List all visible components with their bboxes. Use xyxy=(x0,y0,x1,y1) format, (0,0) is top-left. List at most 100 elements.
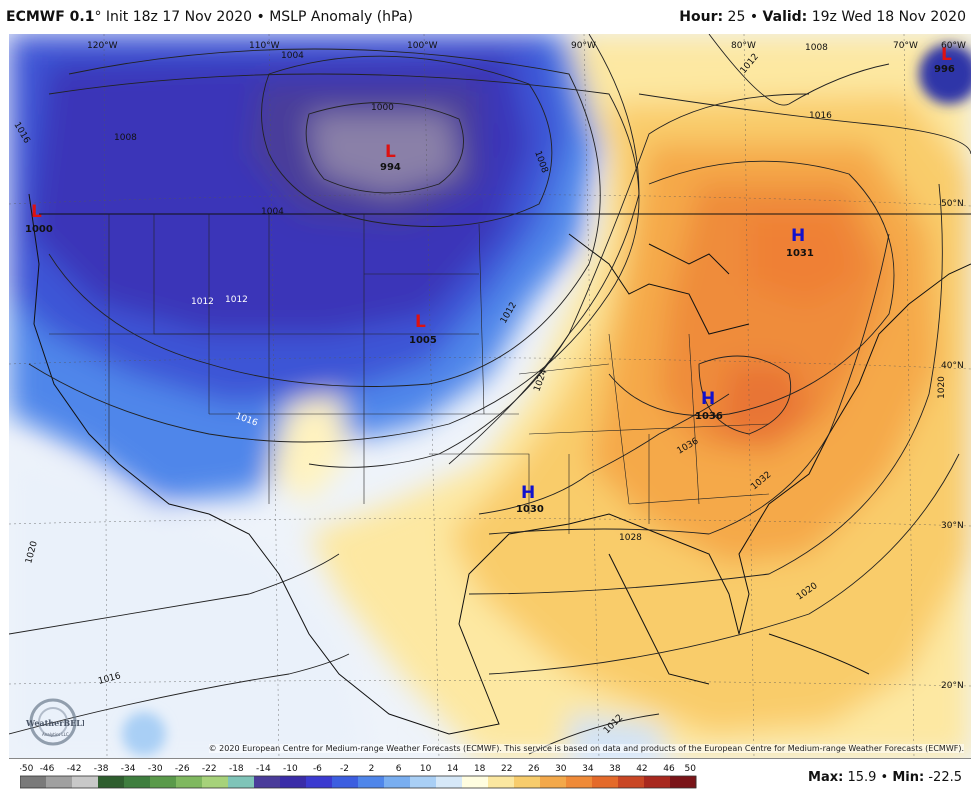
valid-info: Hour: 25 • Valid: 19z Wed 18 Nov 2020 xyxy=(679,9,966,25)
colorbar-swatch xyxy=(566,776,593,788)
isobar-label: 1008 xyxy=(114,133,137,143)
low-center[interactable]: L 994 xyxy=(380,142,401,173)
degree-sign: ° xyxy=(94,9,102,25)
colorbar-swatch xyxy=(332,776,359,788)
low-center[interactable]: L 1000 xyxy=(25,202,53,235)
header-bullet-2: • xyxy=(749,9,759,25)
isobar-lines xyxy=(9,34,971,755)
isobar-label: 1008 xyxy=(805,43,828,53)
colorbar-tick-label: 30 xyxy=(555,764,567,774)
map-canvas: 1004 1000 1008 1012 1016 1024 1028 1032 … xyxy=(9,34,971,758)
product-name: MSLP Anomaly (hPa) xyxy=(269,9,413,25)
colorbar-tick-label: 26 xyxy=(528,764,540,774)
high-center[interactable]: H 1036 xyxy=(695,389,723,422)
center-value: 1036 xyxy=(695,411,723,422)
copyright-notice: © 2020 European Centre for Medium-range … xyxy=(208,744,964,753)
lon-label: 80°W xyxy=(731,41,756,51)
weather-map[interactable]: 1004 1000 1008 1012 1016 1024 1028 1032 … xyxy=(9,34,971,759)
colorbar-swatch xyxy=(462,776,489,788)
colorbar-swatch xyxy=(384,776,411,788)
high-center[interactable]: H 1030 xyxy=(516,483,544,515)
lon-label: 90°W xyxy=(571,41,596,51)
low-marker: L xyxy=(31,202,42,222)
hour-value: 25 xyxy=(727,9,746,25)
low-center[interactable]: L 1005 xyxy=(409,312,437,346)
valid-label: Valid: xyxy=(762,9,808,25)
colorbar-tick-label: -14 xyxy=(256,764,271,774)
colorbar-swatch xyxy=(618,776,645,788)
center-value: 1005 xyxy=(409,335,437,346)
colorbar-graphic: -50 -46 -42 -38 -34 -30 -26 -22 -18 -14 -10 -6 -2 2 6 1… xyxy=(19,764,697,789)
center-value: 994 xyxy=(380,162,401,173)
logo-text: WeatherBELL xyxy=(25,718,84,728)
isobar-label: 1016 xyxy=(809,111,832,121)
high-marker: H xyxy=(701,389,715,409)
colorbar-swatch xyxy=(176,776,203,788)
graticule-labels: 120°W 110°W 100°W 90°W 80°W 70°W 60°W 50… xyxy=(87,41,966,691)
colorbar-swatch xyxy=(202,776,229,788)
colorbar-swatch xyxy=(98,776,125,788)
colorbar-swatch xyxy=(540,776,567,788)
colorbar-tick-label: -42 xyxy=(67,764,82,774)
colorbar-border xyxy=(19,775,697,789)
colorbar-swatch xyxy=(254,776,281,788)
colorbar-tick-label: 18 xyxy=(474,764,486,774)
colorbar-swatch xyxy=(280,776,307,788)
min-value: -22.5 xyxy=(928,770,962,785)
min-label: Min: xyxy=(892,770,925,785)
colorbar-swatch xyxy=(358,776,385,788)
colorbar-tick-label: -10 xyxy=(283,764,298,774)
colorbar-tick-label: 46 xyxy=(663,764,675,774)
high-marker: H xyxy=(791,226,805,246)
isobar-label: 1028 xyxy=(619,533,642,543)
init-time: Init 18z 17 Nov 2020 xyxy=(105,9,253,25)
colorbar-tick-label: -38 xyxy=(94,764,109,774)
anomaly-field xyxy=(9,34,971,758)
colorbar-tick-label: -18 xyxy=(229,764,244,774)
colorbar-swatch xyxy=(670,776,697,788)
lat-label: 40°N xyxy=(941,361,964,371)
isobar-label: 1004 xyxy=(261,207,284,217)
lat-label: 20°N xyxy=(941,681,964,691)
low-center[interactable]: L 996 xyxy=(934,45,955,75)
colorbar-swatch xyxy=(488,776,515,788)
colorbar-tick-label: -26 xyxy=(175,764,190,774)
model-name: ECMWF 0.1 xyxy=(6,9,95,25)
center-value: 1000 xyxy=(25,224,53,235)
colorbar-tick-label: 42 xyxy=(636,764,647,774)
colorbar-swatch xyxy=(514,776,541,788)
colorbar-tick-label: 38 xyxy=(609,764,621,774)
logo-subtext: Analytics LLC xyxy=(42,732,69,737)
colorbar-tick-label: -6 xyxy=(313,764,322,774)
isobar-label: 1012 xyxy=(191,297,214,307)
header-bar: ECMWF 0.1° Init 18z 17 Nov 2020 • MSLP A… xyxy=(0,0,980,34)
colorbar-swatch xyxy=(150,776,177,788)
lat-label: 50°N xyxy=(941,199,964,209)
colorbar-swatch xyxy=(410,776,437,788)
colorbar-tick-label: 14 xyxy=(447,764,459,774)
weatherbell-logo: WeatherBELL Analytics LLC xyxy=(22,696,88,748)
colorbar-swatch xyxy=(72,776,99,788)
colorbar-swatch xyxy=(436,776,463,788)
colorbar-tick-label: -22 xyxy=(202,764,217,774)
colorbar-tick-label: 6 xyxy=(396,764,402,774)
graticule xyxy=(9,34,971,758)
center-value: 1030 xyxy=(516,504,544,515)
colorbar-swatch xyxy=(592,776,619,788)
colorbar-tick-label: 10 xyxy=(420,764,432,774)
lon-label: 100°W xyxy=(407,41,438,51)
state-borders xyxy=(49,214,770,534)
colorbar-tick-label: -50 xyxy=(20,764,34,774)
lon-label: 120°W xyxy=(87,41,118,51)
low-marker: L xyxy=(941,45,952,65)
coastlines xyxy=(28,193,971,735)
colorbar-tick-label: -34 xyxy=(121,764,136,774)
high-marker: H xyxy=(521,483,535,503)
max-label: Max: xyxy=(808,770,844,785)
isobar-label: 1012 xyxy=(225,295,248,305)
lon-label: 70°W xyxy=(893,41,918,51)
isobar-label: 1000 xyxy=(371,103,394,113)
high-center[interactable]: H 1031 xyxy=(786,226,814,259)
pressure-centers: L 994 L 1000 L 1005 L 996 H 1031 H 1036 xyxy=(25,45,955,515)
stats-sep: • xyxy=(880,770,889,785)
